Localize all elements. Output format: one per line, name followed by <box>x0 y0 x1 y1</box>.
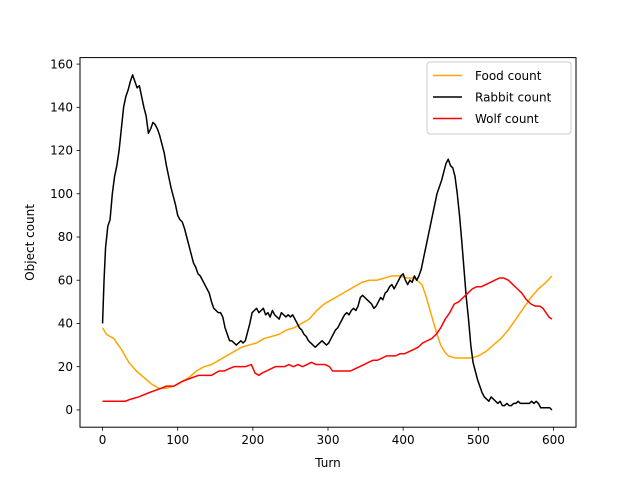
x-tick-label: 600 <box>542 433 565 447</box>
x-tick-label: 0 <box>99 433 107 447</box>
legend-label-rabbit: Rabbit count <box>475 91 552 105</box>
x-tick-label: 300 <box>317 433 340 447</box>
y-axis-ticks: 0 20 40 60 80 100 120 140 160 <box>50 57 80 417</box>
y-tick-label: 20 <box>58 360 73 374</box>
x-tick-label: 200 <box>241 433 264 447</box>
series-line-wolf <box>102 277 553 403</box>
legend-label-wolf: Wolf count <box>475 112 539 126</box>
series-lines <box>101 74 553 411</box>
y-tick-label: 100 <box>50 187 73 201</box>
x-axis-label: Turn <box>314 456 340 470</box>
x-tick-label: 500 <box>467 433 490 447</box>
legend-box <box>426 61 572 135</box>
x-axis-ticks: 0 100 200 300 400 500 600 <box>99 427 565 447</box>
y-tick-label: 40 <box>58 317 73 331</box>
legend-label-food: Food count <box>475 69 542 83</box>
x-tick-label: 100 <box>166 433 189 447</box>
legend: Food count Rabbit count Wolf count <box>426 61 572 135</box>
x-tick-label: 400 <box>392 433 415 447</box>
series-line-rabbit <box>101 74 553 411</box>
y-tick-label: 60 <box>58 273 73 287</box>
y-tick-label: 160 <box>50 57 73 71</box>
y-tick-label: 140 <box>50 101 73 115</box>
y-tick-label: 120 <box>50 144 73 158</box>
y-axis-label: Object count <box>23 204 37 281</box>
y-tick-label: 0 <box>65 403 73 417</box>
y-tick-label: 80 <box>58 230 73 244</box>
